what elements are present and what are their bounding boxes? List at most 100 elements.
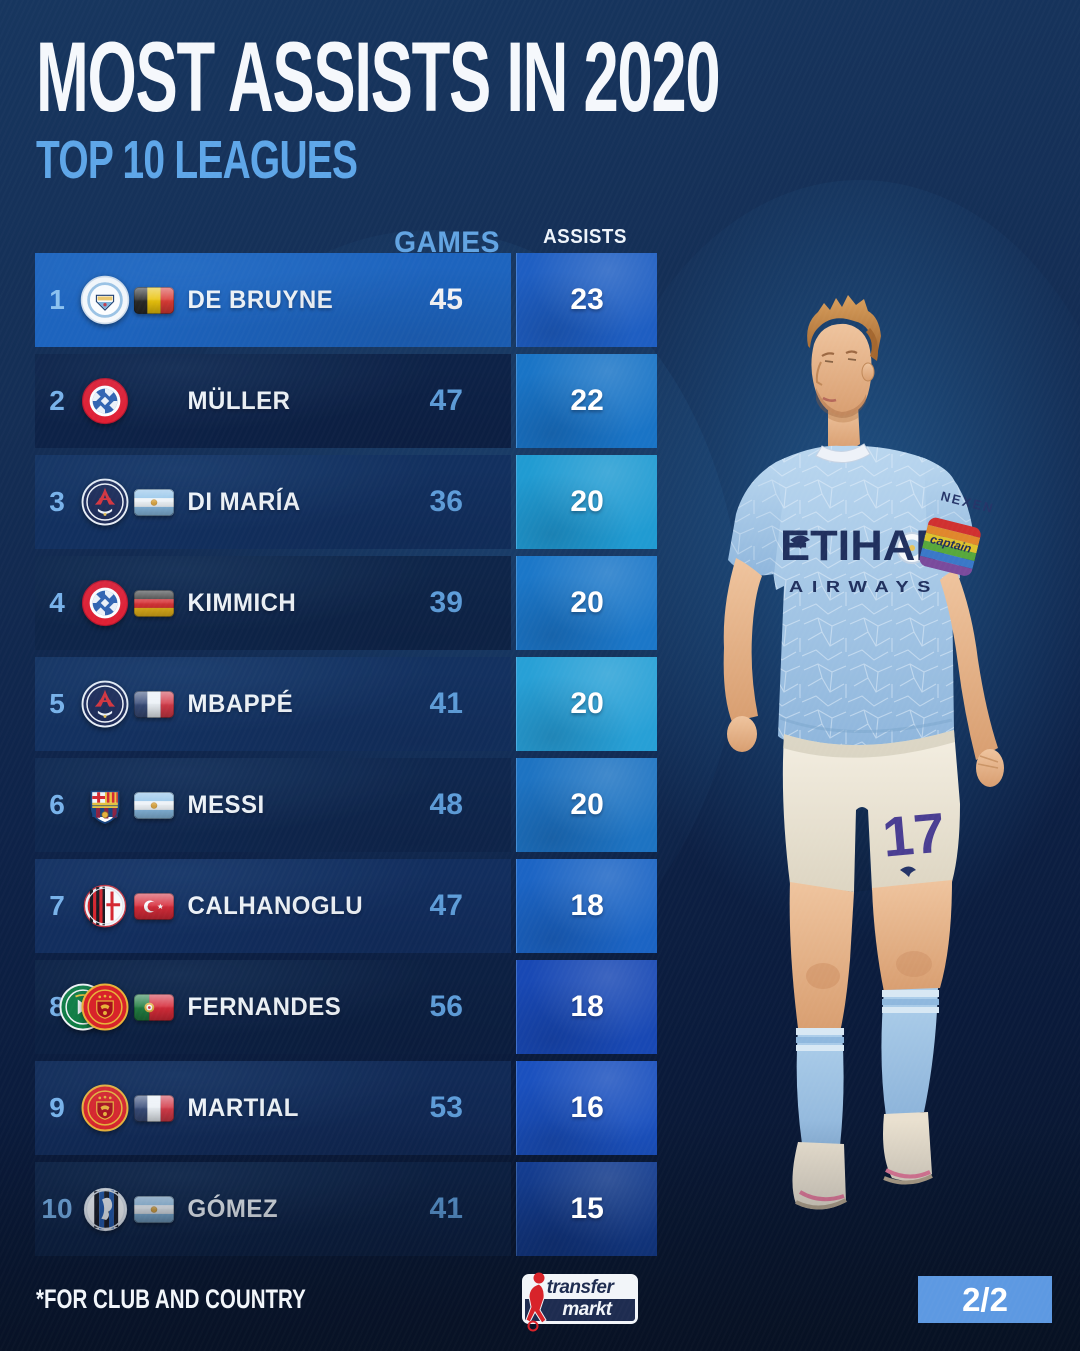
- country-flag-slot: [131, 287, 177, 314]
- table-row: 5 MBAPPÉ 41 20: [35, 657, 657, 751]
- col-header-assists: ASSISTS: [543, 226, 627, 248]
- rank: 9: [49, 1092, 65, 1123]
- assists-value: 20: [570, 788, 604, 821]
- argentina-flag-icon: [134, 1196, 174, 1223]
- assists-value: 18: [570, 889, 604, 922]
- games-value: 56: [429, 990, 463, 1023]
- assists-table: 1 DE BRUYNE 45 23 2 MÜLLER 47 22 3 DI MARÍA 36…: [35, 253, 657, 1263]
- country-flag-slot: [131, 792, 177, 819]
- assists-cell: 20: [516, 758, 657, 852]
- country-flag-slot: [131, 893, 177, 920]
- transfermarkt-logo: transfer markt: [522, 1272, 638, 1332]
- player-left-leg: [789, 882, 854, 1210]
- player-left-arm: [940, 570, 1004, 787]
- table-row: 2 MÜLLER 47 22: [35, 354, 657, 448]
- argentina-flag-icon: [134, 489, 174, 516]
- player-name: MESSI: [187, 790, 265, 819]
- logo-word-top: transfer: [546, 1277, 614, 1298]
- club-badges: [79, 781, 131, 829]
- table-row: 9 MARTIAL 53 16: [35, 1061, 657, 1155]
- footnote: *FOR CLUB AND COUNTRY: [36, 1284, 306, 1314]
- table-row: 3 DI MARÍA 36 20: [35, 455, 657, 549]
- club-badges: [79, 377, 131, 425]
- player-name: MÜLLER: [187, 386, 291, 415]
- table-row: 6 MESSI 48 20: [35, 758, 657, 852]
- ac-milan-badge-icon: [83, 884, 127, 928]
- table-row: 7 CALHANOGLU 47 18: [35, 859, 657, 953]
- france-flag-icon: [134, 1095, 174, 1122]
- player-photo-kevin-de-bruyne: ETIHAD AIRWAYS NEXEN captain: [723, 295, 1004, 1210]
- club-badges: [79, 1187, 131, 1232]
- country-flag-slot: [131, 590, 177, 617]
- transfermarkt-player-icon: [526, 1272, 547, 1332]
- manchester-city-badge-icon: [80, 275, 130, 325]
- table-row: 8 FERNANDES 56 18: [35, 960, 657, 1054]
- assists-value: 22: [570, 384, 604, 417]
- jersey-club-badge-icon: [896, 532, 928, 564]
- page-subtitle: TOP 10 LEAGUES: [36, 130, 358, 190]
- assists-cell: 18: [516, 859, 657, 953]
- player-name: FERNANDES: [187, 992, 342, 1021]
- assists-cell: 16: [516, 1061, 657, 1155]
- club-badges: [79, 680, 131, 728]
- club-badges: [79, 579, 131, 627]
- assists-cell: 20: [516, 455, 657, 549]
- club-badges: [79, 884, 131, 928]
- player-name: MBAPPÉ: [187, 689, 294, 718]
- country-flag-slot: [131, 1196, 177, 1223]
- games-value: 41: [429, 687, 463, 720]
- games-value: 36: [429, 485, 463, 518]
- player-name: GÓMEZ: [187, 1194, 278, 1223]
- player-name: MARTIAL: [187, 1093, 299, 1122]
- player-right-leg: [872, 880, 952, 1185]
- captain-armband: captain: [917, 516, 983, 578]
- atalanta-badge-icon: [83, 1187, 128, 1232]
- manchester-united-badge-icon: [81, 1084, 129, 1132]
- assists-value: 16: [570, 1091, 604, 1124]
- games-value: 47: [429, 889, 463, 922]
- rank: 6: [49, 789, 65, 820]
- jersey-puma-icon: [790, 535, 810, 549]
- barcelona-badge-icon: [81, 781, 129, 829]
- assists-value: 15: [570, 1192, 604, 1225]
- page-title: MOST ASSISTS IN 2020: [36, 21, 721, 132]
- jersey-collar: [815, 443, 871, 463]
- assists-cell: 20: [516, 657, 657, 751]
- table-row: 1 DE BRUYNE 45 23: [35, 253, 657, 347]
- assists-cell: 15: [516, 1162, 657, 1256]
- games-value: 53: [429, 1091, 463, 1124]
- rank: 2: [49, 385, 65, 416]
- games-value: 47: [429, 384, 463, 417]
- country-flag-slot: [131, 691, 177, 718]
- bayern-munich-badge-icon: [81, 377, 129, 425]
- player-name: DI MARÍA: [187, 487, 301, 516]
- assists-cell: 22: [516, 354, 657, 448]
- france-flag-icon: [134, 691, 174, 718]
- psg-badge-icon: [81, 680, 129, 728]
- games-value: 41: [429, 1192, 463, 1225]
- portugal-flag-icon: [134, 994, 174, 1021]
- player-name: KIMMICH: [187, 588, 297, 617]
- psg-badge-icon: [81, 478, 129, 526]
- assists-value: 20: [570, 687, 604, 720]
- assists-value: 20: [570, 485, 604, 518]
- table-row: 10 GÓMEZ 41 15: [35, 1162, 657, 1256]
- club-badges: [79, 478, 131, 526]
- club-badges: [79, 275, 131, 325]
- rank: 7: [49, 890, 65, 921]
- country-flag-slot: [131, 1095, 177, 1122]
- assists-value: 18: [570, 990, 604, 1023]
- table-row: 4 KIMMICH 39 20: [35, 556, 657, 650]
- games-value: 45: [429, 283, 463, 316]
- rank: 10: [41, 1193, 73, 1224]
- argentina-flag-icon: [134, 792, 174, 819]
- assists-value: 20: [570, 586, 604, 619]
- games-value: 39: [429, 586, 463, 619]
- page-indicator-badge: 2/2: [918, 1276, 1052, 1323]
- assists-cell: 20: [516, 556, 657, 650]
- player-name: CALHANOGLU: [187, 891, 364, 920]
- manchester-united-badge-icon: [81, 983, 129, 1031]
- assists-cell: 23: [516, 253, 657, 347]
- belgium-flag-icon: [134, 287, 174, 314]
